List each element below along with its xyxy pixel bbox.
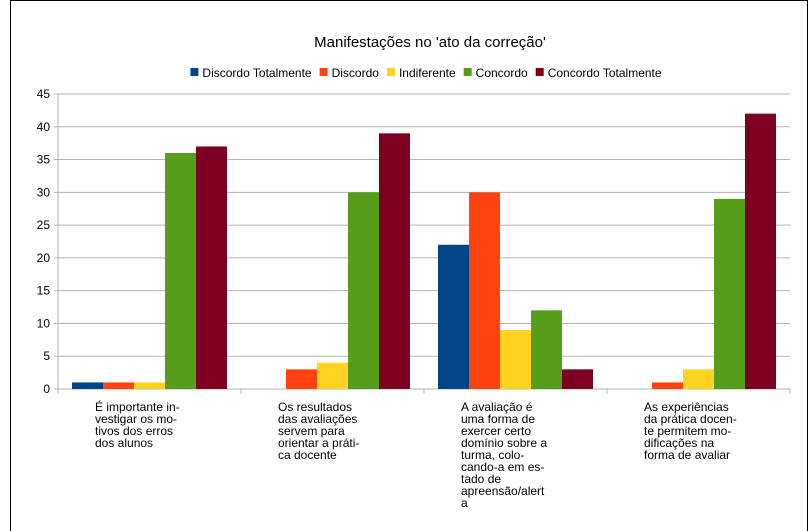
bar bbox=[562, 369, 593, 389]
legend-swatch bbox=[386, 68, 395, 76]
bar bbox=[72, 382, 103, 389]
bar bbox=[745, 113, 776, 390]
bar bbox=[500, 330, 531, 389]
legend-label: Concordo Totalmente bbox=[548, 66, 662, 80]
bar bbox=[438, 244, 469, 389]
bar bbox=[469, 192, 500, 389]
legend-swatch bbox=[535, 68, 544, 76]
bar bbox=[683, 369, 714, 389]
bar bbox=[196, 146, 227, 389]
bar bbox=[286, 369, 317, 389]
legend-label: Discordo bbox=[332, 66, 380, 80]
legend-label: Concordo bbox=[476, 66, 528, 80]
bar bbox=[165, 153, 196, 389]
legend-label: Discordo Totalmente bbox=[202, 66, 311, 80]
legend-swatch bbox=[319, 68, 328, 76]
y-tick-label: 20 bbox=[37, 251, 51, 265]
bar bbox=[379, 133, 410, 389]
chart-title: Manifestações no 'ato da correção' bbox=[314, 34, 546, 51]
x-tick-label: As experiências da prática docen-te permi… bbox=[644, 400, 737, 462]
bar bbox=[531, 310, 562, 389]
bar bbox=[348, 192, 379, 389]
bar bbox=[134, 382, 165, 389]
x-tick-label: É importante in-vestigar os mo-tivos dos… bbox=[95, 399, 180, 450]
bar bbox=[652, 382, 683, 389]
y-tick-label: 15 bbox=[37, 284, 51, 298]
legend-swatch bbox=[190, 68, 199, 76]
x-tick-label: Os resultados das avaliações servem para or… bbox=[278, 400, 359, 462]
bar bbox=[714, 198, 745, 389]
y-tick-label: 30 bbox=[37, 185, 51, 199]
x-tick-label: A avaliação é uma forma de exercer certo do… bbox=[461, 400, 547, 510]
y-tick-label: 25 bbox=[37, 218, 51, 232]
y-tick-label: 45 bbox=[37, 87, 51, 101]
y-tick-label: 35 bbox=[37, 153, 51, 167]
y-tick-label: 40 bbox=[37, 120, 51, 134]
y-tick-label: 0 bbox=[43, 382, 50, 396]
y-tick-label: 5 bbox=[43, 349, 50, 363]
bar bbox=[317, 362, 348, 389]
legend-label: Indiferente bbox=[399, 66, 456, 80]
bar bbox=[103, 382, 134, 389]
y-tick-label: 10 bbox=[37, 316, 51, 330]
legend-swatch bbox=[463, 68, 472, 76]
